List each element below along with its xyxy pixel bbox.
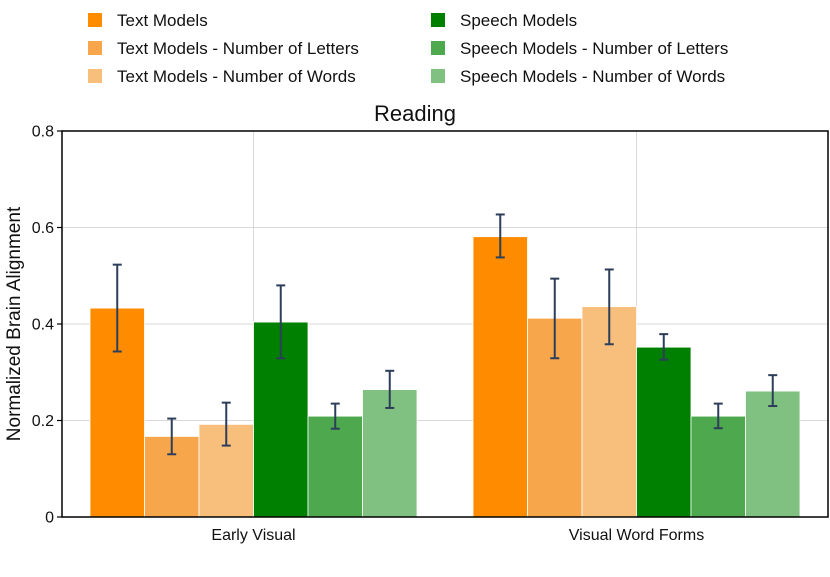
x-axis-categories: Early Visual Visual Word Forms	[211, 527, 704, 544]
legend-swatch-5	[431, 69, 445, 83]
legend-swatch-3	[431, 13, 445, 27]
legend-label-3: Speech Models	[460, 11, 577, 30]
y-tick-label-3: 0.6	[32, 220, 54, 237]
y-tick-label-2: 0.4	[32, 317, 54, 334]
bar-1-4	[690, 415, 746, 518]
category-label-1: Visual Word Forms	[569, 527, 704, 544]
legend-swatch-1	[88, 41, 102, 55]
chart-title: Reading	[374, 101, 456, 126]
category-label-0: Early Visual	[211, 527, 295, 544]
legend-label-5: Speech Models - Number of Words	[460, 67, 725, 86]
y-axis-label: Normalized Brain Alignment	[4, 206, 25, 441]
legend-label-1: Text Models - Number of Letters	[117, 39, 359, 58]
legend-swatch-0	[88, 13, 102, 27]
legend-label-0: Text Models	[117, 11, 208, 30]
legend-swatch-4	[431, 41, 445, 55]
y-tick-label-4: 0.8	[32, 124, 54, 141]
bar-1-5	[745, 390, 801, 518]
y-axis-ticks: 0 0.2 0.4 0.6 0.8	[32, 124, 62, 527]
y-tick-label-0: 0	[45, 510, 54, 527]
y-tick-label-1: 0.2	[32, 413, 54, 430]
bar-1-0	[472, 236, 528, 518]
legend-label-2: Text Models - Number of Words	[117, 67, 356, 86]
legend: Text Models Text Models - Number of Lette…	[88, 11, 728, 86]
bar-0-4	[307, 415, 363, 518]
legend-swatch-2	[88, 69, 102, 83]
error-bars	[112, 213, 778, 456]
bar-1-3	[636, 346, 692, 518]
bars	[89, 236, 801, 518]
legend-label-4: Speech Models - Number of Letters	[460, 39, 728, 58]
